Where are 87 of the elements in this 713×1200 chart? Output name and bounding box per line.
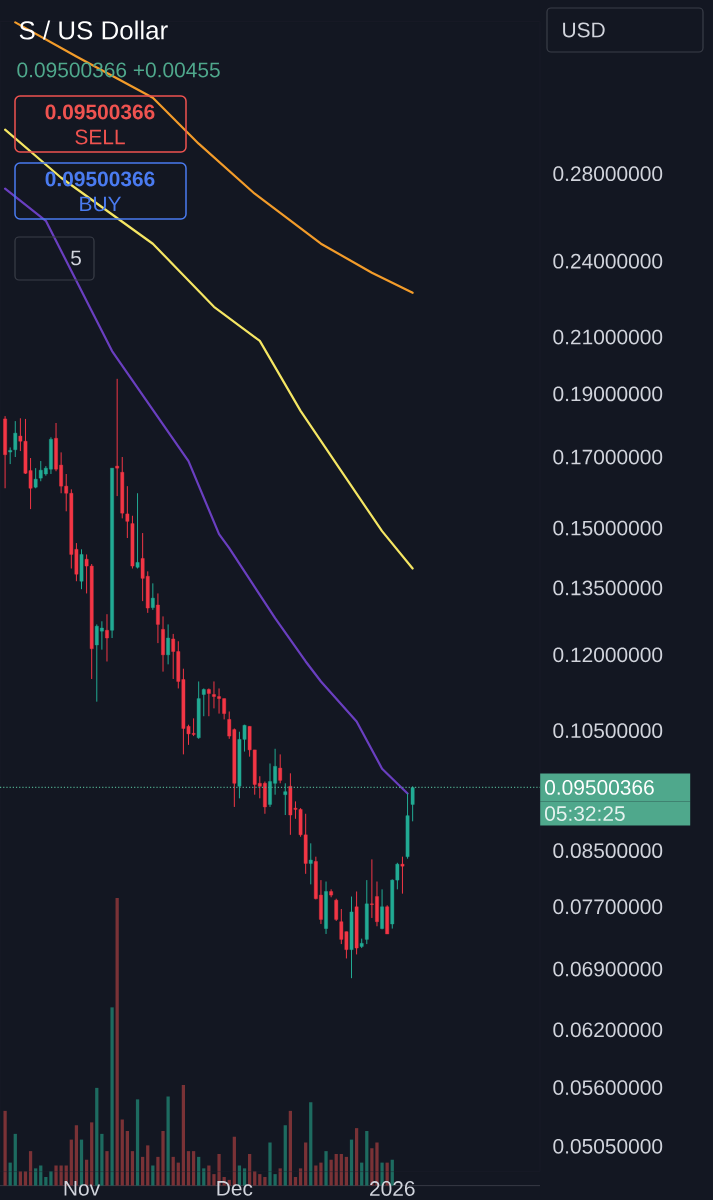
candlestick [171, 633, 176, 680]
candlestick [13, 420, 18, 458]
bar [314, 1165, 318, 1186]
y-tick-label: 0.21000000 [553, 329, 663, 345]
ref-line-label: 0.09500366 [545, 780, 654, 795]
bar [105, 1151, 109, 1186]
bar [166, 1096, 170, 1186]
bar [135, 1099, 140, 1186]
annotation: 0.09500366 [45, 104, 155, 120]
candlestick [334, 898, 339, 922]
bar [202, 1168, 206, 1186]
bar [44, 1176, 48, 1186]
candlestick [135, 492, 140, 570]
y-tick-label: 0.06900000 [553, 961, 663, 977]
text: USD [563, 22, 605, 38]
candlestick [201, 687, 206, 717]
bar [349, 1139, 354, 1186]
y-tick-label: 0.10500000 [553, 723, 663, 739]
bar [146, 1145, 150, 1186]
y-tick-label: 0.19000000 [553, 386, 663, 402]
candlestick [410, 785, 415, 822]
bar [110, 1007, 114, 1186]
text: 05:32:25 [545, 806, 625, 821]
candlestick [308, 842, 313, 885]
y-tick-label: 0.05600000 [553, 1080, 663, 1096]
y-tick-label: 0.15000000 [553, 520, 663, 536]
bar [293, 1176, 298, 1186]
y-tick-label: 0.24000000 [553, 253, 663, 269]
y-tick-label: 0.12000000 [553, 647, 663, 663]
candlestick [151, 582, 155, 611]
candlestick [222, 698, 226, 720]
y-tick-label: 0.06200000 [553, 1022, 663, 1038]
bar [120, 1119, 124, 1186]
bar [334, 1153, 338, 1186]
bar [130, 1151, 135, 1186]
bar [28, 1151, 33, 1186]
bar [191, 1151, 196, 1186]
bar [54, 1165, 58, 1186]
bar [49, 1171, 53, 1186]
annotation: SELL [75, 129, 125, 145]
line-series [14, 21, 414, 294]
candlestick [283, 782, 288, 816]
line-series [3, 128, 414, 570]
y-tick-label: 0.05050000 [553, 1138, 663, 1154]
bar [181, 1084, 186, 1186]
bar [309, 1102, 313, 1186]
bar [339, 1153, 343, 1186]
candlestick [278, 753, 283, 784]
y-tick-label: 0.07700000 [553, 899, 663, 915]
bar [59, 1165, 63, 1186]
bar [288, 1110, 293, 1186]
bar [258, 1174, 262, 1186]
bar [34, 1168, 38, 1186]
candlestick [166, 623, 170, 665]
candlestick [207, 687, 211, 717]
bar [125, 1130, 129, 1186]
bar [115, 898, 119, 1186]
bar [319, 1162, 323, 1186]
y-tick-label: 0.13500000 [553, 580, 663, 596]
bar [365, 1130, 369, 1186]
bar [100, 1133, 104, 1186]
y-tick-label: 0.08500000 [553, 843, 663, 859]
bar [39, 1165, 43, 1186]
y-tick-label: 0.28000000 [553, 166, 663, 182]
bar [186, 1151, 191, 1186]
bar [207, 1165, 211, 1186]
bar [324, 1151, 328, 1186]
candlestick [380, 888, 384, 930]
line-series [3, 187, 409, 795]
bar [278, 1168, 282, 1186]
x-tick-label: 2026 [370, 1181, 415, 1196]
annotation: 5 [71, 250, 81, 266]
candlestick [400, 856, 405, 895]
y-tick-label: 0.17000000 [553, 449, 663, 465]
x-tick-label: Dec [217, 1181, 253, 1196]
bar [13, 1133, 17, 1186]
candlestick [105, 613, 109, 662]
bar [354, 1128, 359, 1186]
bar [3, 1110, 7, 1186]
candlestick [156, 592, 160, 644]
x-tick-label: Nov [64, 1181, 101, 1196]
bar [151, 1165, 155, 1186]
bar [298, 1168, 303, 1186]
candlestick [115, 378, 119, 497]
bar [283, 1125, 287, 1186]
bar [263, 1176, 267, 1186]
bar [304, 1142, 308, 1186]
